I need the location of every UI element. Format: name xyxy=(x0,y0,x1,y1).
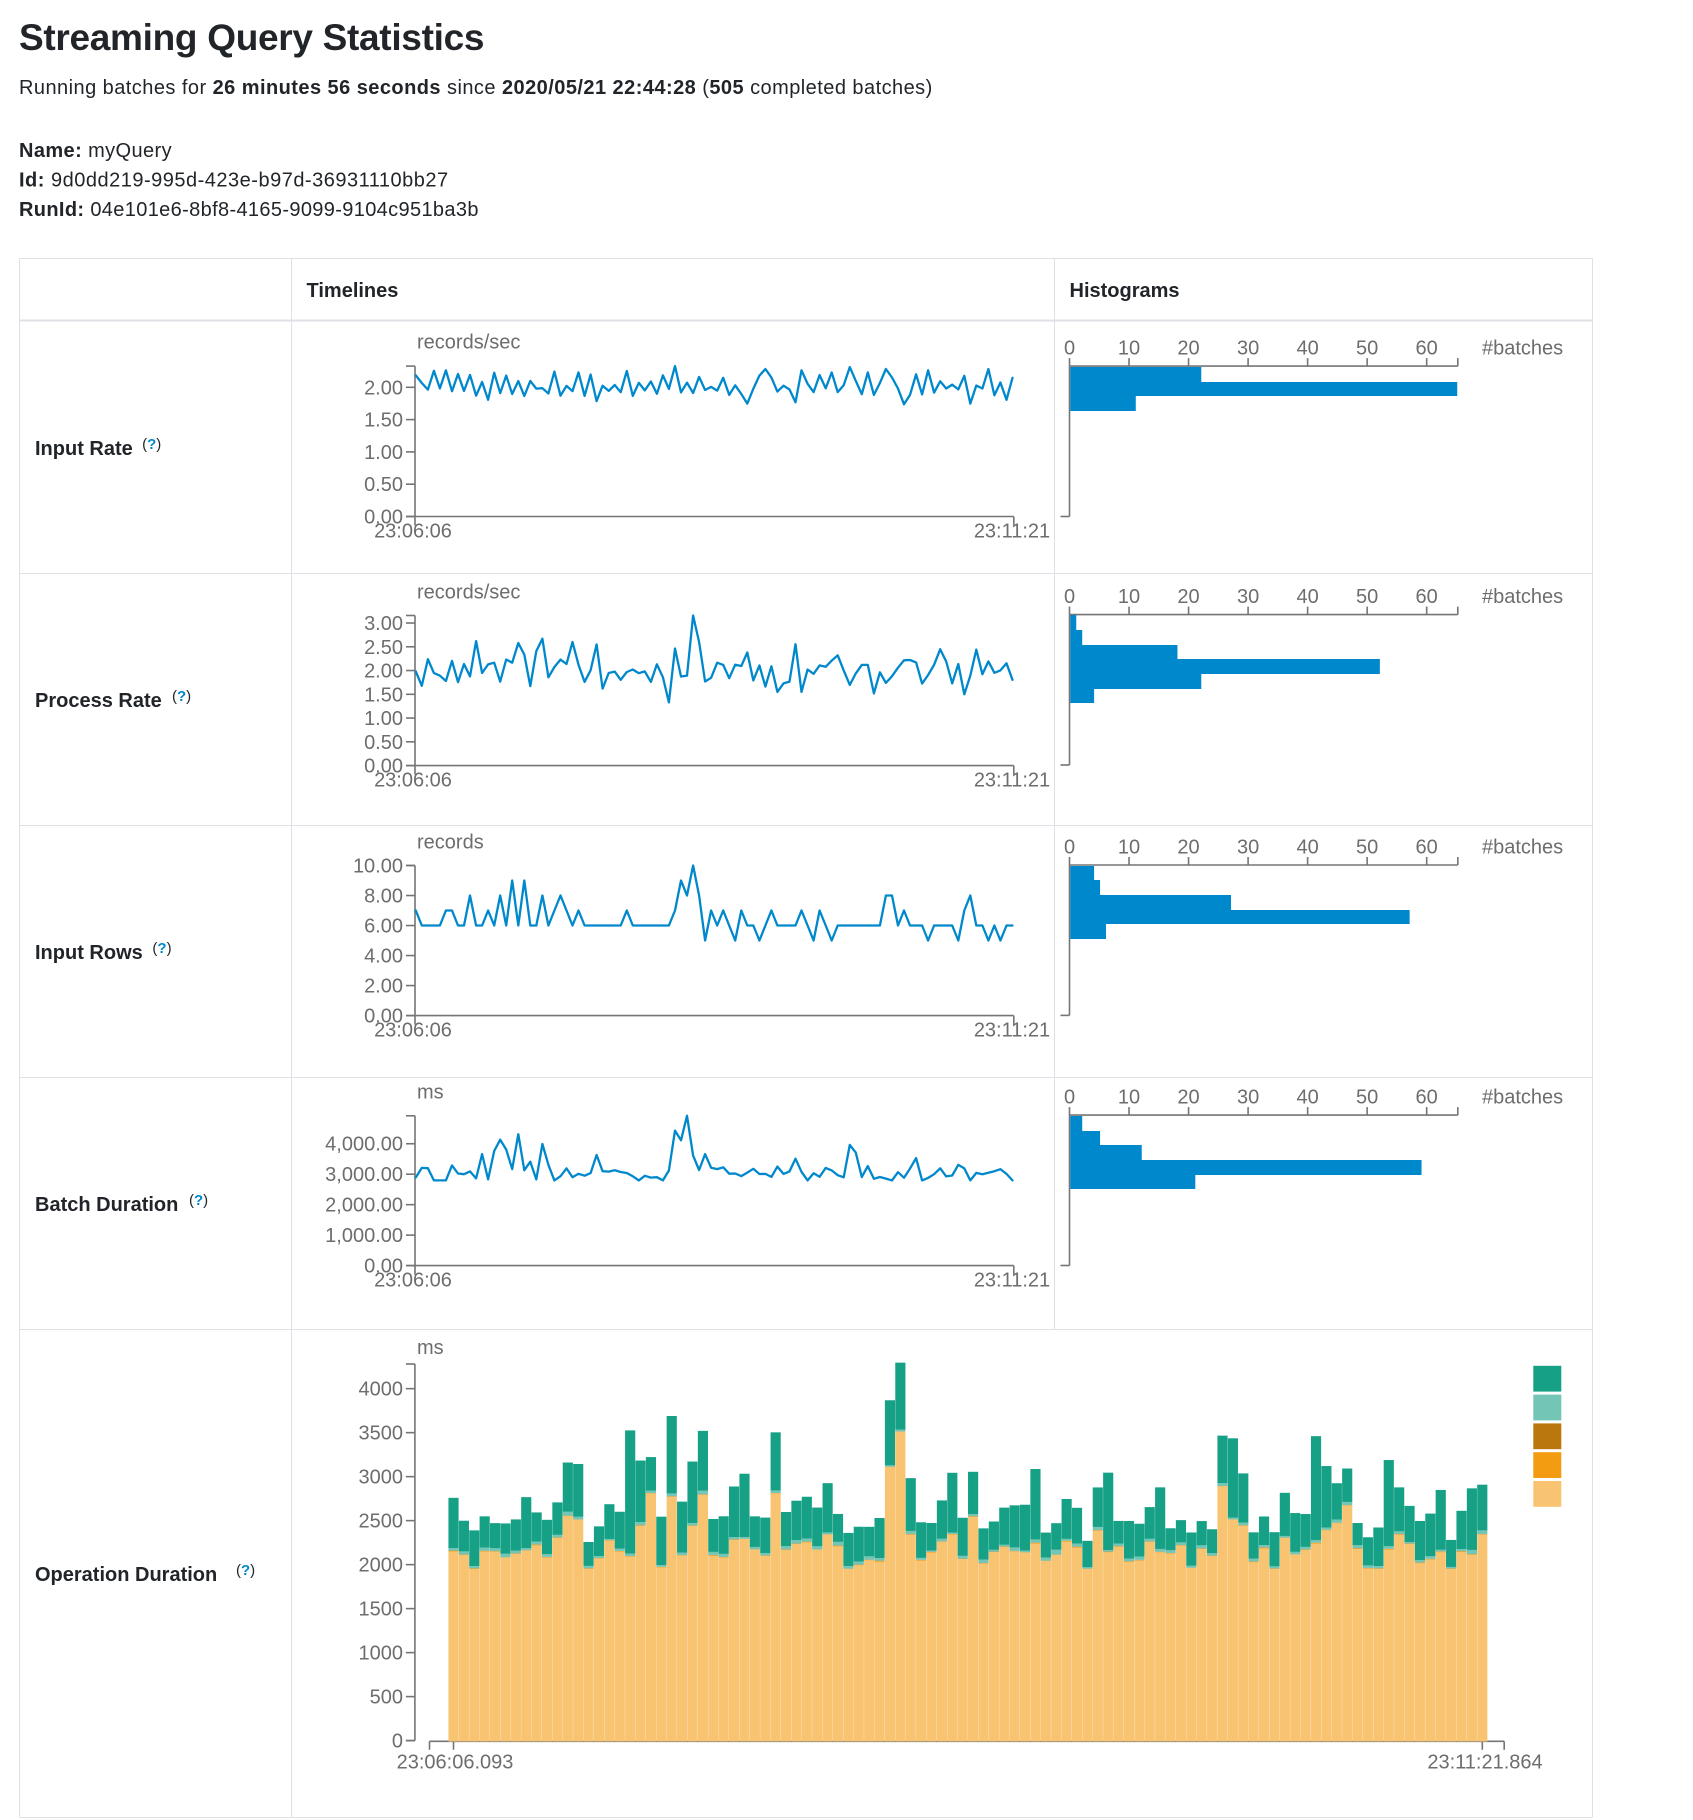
svg-text:20: 20 xyxy=(1177,338,1199,360)
svg-text:(?): (?) xyxy=(236,1562,255,1579)
svg-text:30: 30 xyxy=(1237,338,1259,360)
svg-text:Streaming Query Statistics: Streaming Query Statistics xyxy=(19,17,484,58)
svg-text:50: 50 xyxy=(1356,586,1378,608)
svg-text:60: 60 xyxy=(1416,837,1438,859)
svg-text:2.00: 2.00 xyxy=(364,661,403,683)
svg-text:30: 30 xyxy=(1237,1087,1259,1109)
svg-text:0.00: 0.00 xyxy=(364,1256,403,1278)
svg-text:2.00: 2.00 xyxy=(364,377,403,399)
svg-text:Input Rows: Input Rows xyxy=(35,942,143,964)
svg-text:#batches: #batches xyxy=(1482,1087,1563,1109)
svg-text:23:11:21: 23:11:21 xyxy=(974,1270,1050,1292)
svg-text:0.00: 0.00 xyxy=(364,756,403,778)
svg-text:1.00: 1.00 xyxy=(364,708,403,730)
svg-text:(?): (?) xyxy=(142,436,161,453)
svg-text:30: 30 xyxy=(1237,837,1259,859)
svg-text:40: 40 xyxy=(1296,338,1318,360)
svg-text:#batches: #batches xyxy=(1482,586,1563,608)
svg-text:2.00: 2.00 xyxy=(364,976,403,998)
svg-text:0.50: 0.50 xyxy=(364,474,403,496)
svg-text:23:06:06.093: 23:06:06.093 xyxy=(397,1752,514,1774)
svg-text:10: 10 xyxy=(1118,586,1140,608)
svg-text:1000: 1000 xyxy=(359,1643,404,1665)
svg-text:23:11:21: 23:11:21 xyxy=(974,770,1050,792)
svg-text:40: 40 xyxy=(1296,586,1318,608)
svg-text:0: 0 xyxy=(1064,338,1075,360)
svg-text:6.00: 6.00 xyxy=(364,916,403,938)
svg-text:3000: 3000 xyxy=(359,1467,404,1489)
svg-text:(?): (?) xyxy=(172,688,191,705)
svg-text:Running batches for 26 minutes: Running batches for 26 minutes 56 second… xyxy=(19,77,933,99)
svg-text:2.50: 2.50 xyxy=(364,637,403,659)
svg-text:Process Rate: Process Rate xyxy=(35,690,162,712)
svg-text:0: 0 xyxy=(1064,1087,1075,1109)
svg-text:ms: ms xyxy=(417,1082,444,1104)
svg-text:3500: 3500 xyxy=(359,1423,404,1445)
svg-text:23:06:06: 23:06:06 xyxy=(374,1020,452,1042)
svg-text:23:06:06: 23:06:06 xyxy=(374,1270,452,1292)
svg-text:0: 0 xyxy=(1064,586,1075,608)
svg-text:8.00: 8.00 xyxy=(364,886,403,908)
svg-text:23:11:21: 23:11:21 xyxy=(974,521,1050,543)
svg-text:0: 0 xyxy=(392,1731,403,1753)
svg-text:3,000.00: 3,000.00 xyxy=(325,1164,403,1186)
svg-text:10: 10 xyxy=(1118,338,1140,360)
svg-text:50: 50 xyxy=(1356,1087,1378,1109)
svg-text:Operation Duration: Operation Duration xyxy=(35,1564,217,1586)
svg-text:0: 0 xyxy=(1064,837,1075,859)
svg-text:ms: ms xyxy=(417,1337,444,1359)
svg-text:3.00: 3.00 xyxy=(364,613,403,635)
svg-text:500: 500 xyxy=(370,1687,403,1709)
svg-text:10: 10 xyxy=(1118,837,1140,859)
svg-text:2500: 2500 xyxy=(359,1511,404,1533)
svg-text:2000: 2000 xyxy=(359,1555,404,1577)
svg-text:23:06:06: 23:06:06 xyxy=(374,521,452,543)
svg-text:Input Rate: Input Rate xyxy=(35,438,133,460)
svg-text:1.50: 1.50 xyxy=(364,684,403,706)
svg-text:(?): (?) xyxy=(189,1192,208,1209)
svg-text:40: 40 xyxy=(1296,837,1318,859)
svg-text:60: 60 xyxy=(1416,586,1438,608)
svg-text:Timelines: Timelines xyxy=(307,280,399,302)
svg-text:20: 20 xyxy=(1177,586,1199,608)
svg-text:0.00: 0.00 xyxy=(364,507,403,529)
svg-text:20: 20 xyxy=(1177,1087,1199,1109)
svg-text:23:11:21: 23:11:21 xyxy=(974,1020,1050,1042)
svg-text:Histograms: Histograms xyxy=(1070,280,1180,302)
svg-text:Name: myQuery: Name: myQuery xyxy=(19,140,172,162)
svg-text:23:11:21.864: 23:11:21.864 xyxy=(1427,1752,1542,1774)
svg-text:60: 60 xyxy=(1416,1087,1438,1109)
svg-text:2,000.00: 2,000.00 xyxy=(325,1195,403,1217)
svg-text:1.00: 1.00 xyxy=(364,442,403,464)
svg-text:0.50: 0.50 xyxy=(364,732,403,754)
svg-text:records: records xyxy=(417,832,484,854)
svg-text:40: 40 xyxy=(1296,1087,1318,1109)
svg-text:50: 50 xyxy=(1356,338,1378,360)
svg-text:RunId: 04e101e6-8bf8-4165-9099: RunId: 04e101e6-8bf8-4165-9099-9104c951b… xyxy=(19,199,479,221)
svg-text:Id: 9d0dd219-995d-423e-b97d-36: Id: 9d0dd219-995d-423e-b97d-36931110bb27 xyxy=(19,170,449,192)
svg-text:60: 60 xyxy=(1416,338,1438,360)
svg-text:50: 50 xyxy=(1356,837,1378,859)
svg-text:4,000.00: 4,000.00 xyxy=(325,1134,403,1156)
svg-text:1500: 1500 xyxy=(359,1599,404,1621)
svg-text:20: 20 xyxy=(1177,837,1199,859)
svg-text:1,000.00: 1,000.00 xyxy=(325,1225,403,1247)
svg-text:23:06:06: 23:06:06 xyxy=(374,770,452,792)
svg-text:#batches: #batches xyxy=(1482,837,1563,859)
svg-text:#batches: #batches xyxy=(1482,338,1563,360)
svg-text:0.00: 0.00 xyxy=(364,1006,403,1028)
svg-text:10: 10 xyxy=(1118,1087,1140,1109)
svg-text:10.00: 10.00 xyxy=(353,856,403,878)
svg-text:30: 30 xyxy=(1237,586,1259,608)
svg-text:4000: 4000 xyxy=(359,1379,404,1401)
svg-text:records/sec: records/sec xyxy=(417,582,520,604)
svg-text:records/sec: records/sec xyxy=(417,332,520,354)
svg-text:Batch Duration: Batch Duration xyxy=(35,1194,178,1216)
svg-text:4.00: 4.00 xyxy=(364,946,403,968)
svg-text:(?): (?) xyxy=(152,940,171,957)
svg-text:1.50: 1.50 xyxy=(364,410,403,432)
